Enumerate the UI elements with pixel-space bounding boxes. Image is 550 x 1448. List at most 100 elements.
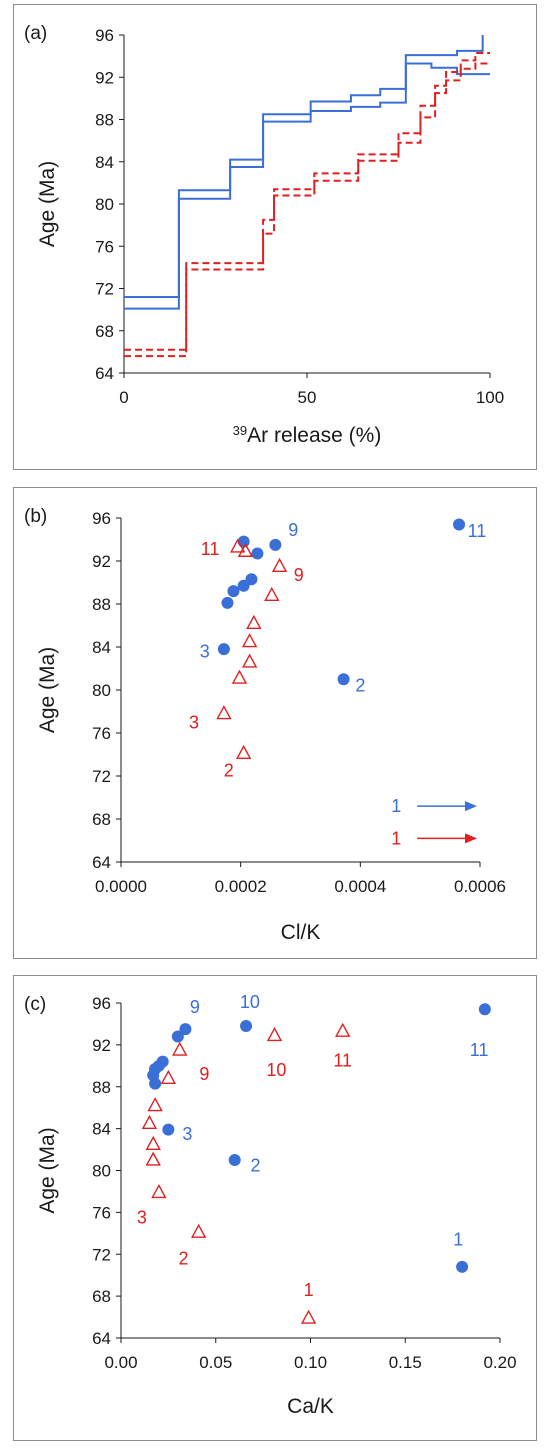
x-axis-label: 39Ar release (%)	[233, 423, 382, 448]
x-tick-label: 0.15	[389, 1353, 422, 1372]
data-point-circle	[237, 535, 250, 548]
y-tick-label: 92	[95, 68, 114, 87]
step-label: 11	[201, 539, 220, 559]
data-point-triangle	[241, 633, 258, 648]
y-tick-label: 88	[92, 1078, 111, 1097]
y-tick-label: 76	[95, 237, 114, 256]
data-point-circle	[240, 1020, 253, 1033]
x-tick-label: 0.0006	[454, 877, 506, 896]
data-point-circle	[162, 1123, 175, 1136]
data-point-triangle	[231, 669, 248, 684]
data-point-triangle	[229, 538, 246, 553]
y-tick-label: 80	[92, 1162, 111, 1181]
age-spectrum-line-blue	[124, 35, 484, 298]
y-tick-label: 76	[92, 724, 111, 743]
data-point-triangle	[266, 1026, 283, 1042]
data-point-triangle	[191, 1223, 207, 1238]
y-tick-label: 68	[92, 1287, 111, 1306]
x-tick-label: 0.0002	[215, 877, 267, 896]
data-point-circle	[245, 573, 258, 586]
data-point-triangle	[145, 1151, 161, 1166]
y-tick-label: 68	[92, 810, 111, 829]
step-label: 9	[190, 997, 200, 1017]
step-label: 3	[182, 1124, 192, 1144]
data-point-triangle	[246, 614, 262, 629]
offscale-label: 1	[391, 796, 401, 816]
step-label: 1	[304, 1280, 314, 1300]
data-point-circle	[217, 643, 230, 656]
y-tick-label: 68	[95, 322, 114, 341]
offscale-label: 1	[391, 828, 401, 848]
step-label: 3	[200, 641, 210, 661]
x-tick-label: 0.0000	[95, 877, 147, 896]
data-point-circle	[269, 538, 282, 551]
y-tick-label: 96	[92, 509, 111, 528]
data-point-circle	[251, 547, 264, 560]
step-label: 3	[137, 1208, 147, 1228]
data-point-circle	[171, 1030, 184, 1043]
offscale-arrow-head	[465, 801, 478, 812]
step-label: 10	[240, 992, 260, 1012]
panel-c: (c) 64 68 72 76 80 84 88 92 96 0.00 0.05 0.10 0.15 0.2…	[13, 975, 537, 1441]
data-point-triangle	[235, 744, 252, 760]
panel-b: (b) 64 68 72 76 80 84 88 92 96 0.0000 0.0002 0.0004 0…	[13, 487, 537, 959]
x-tick-label: 0.20	[483, 1353, 516, 1372]
data-point-triangle	[300, 1309, 317, 1324]
y-tick-label: 84	[95, 153, 114, 172]
y-tick-label: 84	[92, 638, 111, 657]
y-tick-label: 72	[92, 767, 111, 786]
x-axis-label-text: Ar release (%)	[247, 424, 381, 447]
y-axis-label: Age (Ma)	[36, 1127, 59, 1213]
age-spectrum-line-blue	[124, 62, 490, 310]
data-point-circle	[179, 1023, 192, 1036]
x-tick-label: 0.0004	[334, 877, 386, 896]
data-point-circle	[456, 1260, 469, 1273]
x-axis-label: Ca/K	[287, 1395, 334, 1418]
data-point-triangle	[335, 1022, 351, 1037]
data-point-triangle	[147, 1097, 163, 1112]
data-point-triangle	[145, 1135, 161, 1150]
step-label: 9	[294, 565, 304, 585]
y-tick-label: 88	[92, 595, 111, 614]
data-point-circle	[221, 596, 234, 609]
data-point-triangle	[241, 653, 258, 668]
age-spectrum-line-red	[124, 62, 490, 358]
y-tick-label: 76	[92, 1203, 111, 1222]
y-tick-label: 84	[92, 1120, 111, 1139]
data-point-triangle	[160, 1069, 177, 1085]
data-point-circle	[453, 518, 466, 531]
step-label: 11	[468, 521, 487, 541]
step-label: 11	[333, 1051, 352, 1071]
y-tick-label: 96	[92, 994, 111, 1013]
y-tick-label: 92	[92, 1036, 111, 1055]
panel-a: (a) 64 68 72 76 80 84 88 92 96 0 50 100 Age (Ma) 39Ar …	[13, 4, 537, 470]
offscale-arrow-head	[465, 833, 478, 844]
x-tick-label: 100	[476, 388, 504, 407]
data-point-triangle	[151, 1183, 167, 1199]
x-tick-label: 0.00	[104, 1353, 137, 1372]
panel-label: (c)	[24, 994, 46, 1015]
y-tick-label: 64	[95, 364, 114, 383]
step-label: 2	[251, 1155, 261, 1175]
step-label: 2	[355, 676, 365, 696]
data-point-circle	[228, 1154, 241, 1167]
y-tick-label: 88	[95, 111, 114, 130]
data-point-circle	[156, 1055, 169, 1068]
chart-a-svg: (a) 64 68 72 76 80 84 88 92 96 0 50 100 Age (Ma) 39Ar …	[24, 23, 504, 448]
data-point-triangle	[271, 557, 288, 573]
y-tick-label: 72	[95, 280, 114, 299]
y-tick-label: 72	[92, 1245, 111, 1264]
step-label: 3	[189, 712, 199, 732]
step-label: 10	[266, 1060, 286, 1080]
data-point-circle	[337, 673, 350, 686]
panel-label: (a)	[24, 23, 47, 44]
x-tick-label: 50	[298, 388, 317, 407]
data-point-triangle	[172, 1041, 188, 1056]
step-label: 2	[224, 761, 234, 781]
step-label: 11	[470, 1040, 489, 1060]
x-tick-label: 0	[119, 388, 128, 407]
data-point-circle	[227, 585, 240, 598]
step-label: 9	[288, 520, 298, 540]
